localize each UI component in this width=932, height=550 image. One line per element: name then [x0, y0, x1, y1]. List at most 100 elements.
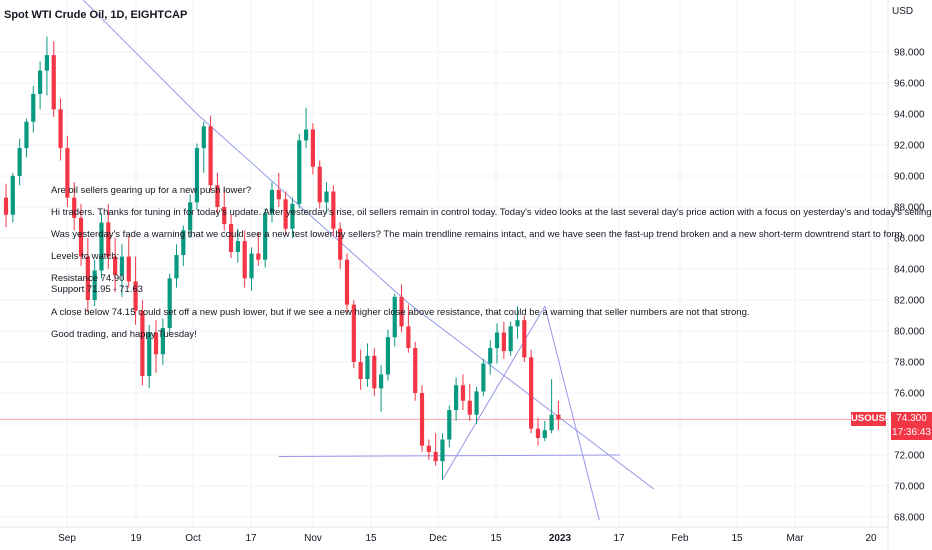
candle[interactable]	[331, 185, 336, 237]
candle[interactable]	[106, 203, 111, 269]
candle[interactable]	[460, 374, 466, 411]
trendline-support-line[interactable]	[278, 454, 620, 457]
candle[interactable]	[467, 383, 472, 421]
candle[interactable]	[215, 172, 220, 214]
candle-body	[556, 414, 561, 420]
candle[interactable]	[399, 284, 404, 333]
candle[interactable]	[351, 300, 356, 369]
annotation-line: Are oil sellers gearing up for a new pus…	[51, 185, 252, 196]
candle[interactable]	[235, 228, 240, 263]
candle[interactable]	[535, 417, 541, 446]
candle[interactable]	[474, 386, 479, 424]
candle[interactable]	[419, 385, 425, 452]
candle[interactable]	[338, 222, 343, 270]
candle[interactable]	[201, 121, 206, 173]
candle[interactable]	[488, 340, 493, 375]
candle[interactable]	[44, 36, 50, 96]
candle[interactable]	[317, 160, 322, 209]
candle[interactable]	[303, 107, 309, 149]
candle[interactable]	[365, 343, 370, 387]
candle[interactable]	[372, 348, 377, 397]
candle[interactable]	[256, 231, 261, 266]
candle[interactable]	[65, 135, 70, 207]
candle[interactable]	[113, 238, 118, 293]
candle[interactable]	[392, 293, 397, 347]
candle[interactable]	[242, 230, 247, 288]
x-axis: Sep 19 Oct 17 Nov 15 Dec 15 2023 17 Feb 15 Mar 20	[58, 533, 877, 544]
candle[interactable]	[447, 405, 452, 448]
candle[interactable]	[167, 273, 172, 335]
candle[interactable]	[228, 214, 234, 259]
candle[interactable]	[310, 123, 315, 175]
annotation-line: A close below 74.15 could set off a new …	[51, 307, 750, 318]
candle[interactable]	[454, 377, 459, 421]
candle[interactable]	[51, 41, 56, 118]
candle[interactable]	[17, 138, 22, 186]
candle[interactable]	[153, 320, 159, 373]
candle[interactable]	[508, 321, 513, 356]
candle[interactable]	[501, 321, 506, 359]
candle[interactable]	[208, 115, 213, 192]
candle[interactable]	[542, 420, 547, 442]
candle[interactable]	[494, 323, 500, 364]
candle[interactable]	[297, 134, 302, 209]
candle[interactable]	[38, 61, 43, 110]
candle[interactable]	[426, 439, 431, 460]
candle-body	[344, 259, 350, 305]
grid-layer	[0, 0, 889, 550]
y-tick-label: 96.000	[894, 79, 925, 90]
candle[interactable]	[10, 172, 15, 223]
candle[interactable]	[276, 172, 281, 207]
candle[interactable]	[249, 247, 254, 291]
candle[interactable]	[188, 194, 193, 238]
candle[interactable]	[413, 341, 418, 401]
candle[interactable]	[440, 433, 445, 480]
y-tick-label: 68.000	[894, 513, 925, 524]
trendline-fast-uptrend[interactable]	[442, 305, 546, 481]
candle[interactable]	[269, 182, 275, 223]
trendline-short-term-downtrend[interactable]	[544, 306, 600, 521]
candle[interactable]	[379, 365, 384, 412]
candle-body	[269, 189, 275, 214]
candle[interactable]	[72, 182, 77, 231]
candle-body	[379, 374, 384, 389]
candle[interactable]	[481, 358, 486, 397]
candle[interactable]	[515, 306, 520, 339]
candle[interactable]	[85, 238, 90, 313]
y-tick-label: 80.000	[894, 327, 925, 338]
trendline-main-downtrend[interactable]	[81, 0, 655, 490]
candle[interactable]	[181, 225, 186, 266]
candle[interactable]	[3, 183, 9, 228]
candle[interactable]	[58, 98, 63, 161]
candle[interactable]	[147, 324, 152, 389]
candle[interactable]	[160, 318, 165, 366]
candle[interactable]	[24, 118, 29, 158]
candle[interactable]	[522, 315, 527, 363]
candle[interactable]	[358, 349, 363, 390]
candle[interactable]	[385, 329, 391, 381]
candle[interactable]	[433, 433, 438, 466]
candle[interactable]	[263, 208, 268, 268]
candle[interactable]	[99, 213, 104, 279]
candle[interactable]	[133, 256, 138, 325]
candle[interactable]	[529, 349, 534, 434]
candle-body	[297, 140, 302, 204]
candle[interactable]	[222, 188, 227, 231]
candle[interactable]	[194, 143, 200, 211]
candle[interactable]	[31, 86, 36, 133]
candle[interactable]	[556, 400, 561, 431]
candle[interactable]	[119, 244, 125, 297]
candle[interactable]	[174, 244, 179, 288]
candle[interactable]	[283, 191, 288, 235]
candle[interactable]	[290, 197, 295, 238]
candle[interactable]	[78, 203, 84, 266]
candle[interactable]	[92, 259, 97, 307]
candle[interactable]	[549, 379, 554, 434]
candle[interactable]	[324, 182, 329, 214]
candle[interactable]	[344, 253, 350, 313]
candle[interactable]	[126, 236, 131, 288]
candle[interactable]	[140, 300, 145, 386]
candle-body	[385, 337, 391, 375]
candle[interactable]	[406, 304, 411, 353]
